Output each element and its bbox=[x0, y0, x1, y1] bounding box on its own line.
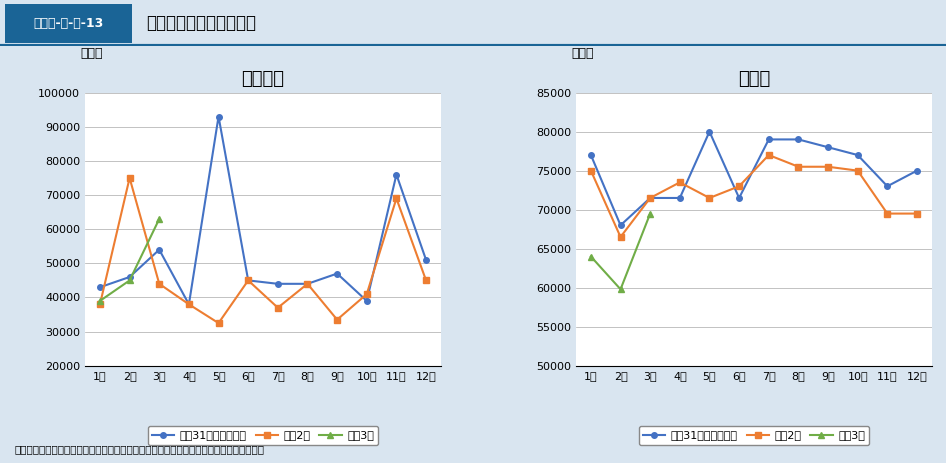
Text: （人）: （人） bbox=[571, 47, 594, 60]
Text: （組）: （組） bbox=[80, 47, 103, 60]
Text: 資料：厚生労働省政策統括官付参事官付人口動態・保健社会統計室「人口動態統計速報」: 資料：厚生労働省政策統括官付参事官付人口動態・保健社会統計室「人口動態統計速報」 bbox=[14, 444, 264, 454]
Legend: 平成31年・令和元年, 令和2年, 令和3年: 平成31年・令和元年, 令和2年, 令和3年 bbox=[148, 426, 378, 445]
Text: 婚姻件数と出生数の推移: 婚姻件数と出生数の推移 bbox=[147, 14, 256, 32]
Legend: 平成31年・令和元年, 令和2年, 令和3年: 平成31年・令和元年, 令和2年, 令和3年 bbox=[639, 426, 869, 445]
Bar bbox=[5, 4, 132, 43]
Title: 婚姻件数: 婚姻件数 bbox=[241, 70, 285, 88]
Text: 図表１-２-３-13: 図表１-２-３-13 bbox=[33, 17, 103, 30]
Title: 出生数: 出生数 bbox=[738, 70, 770, 88]
